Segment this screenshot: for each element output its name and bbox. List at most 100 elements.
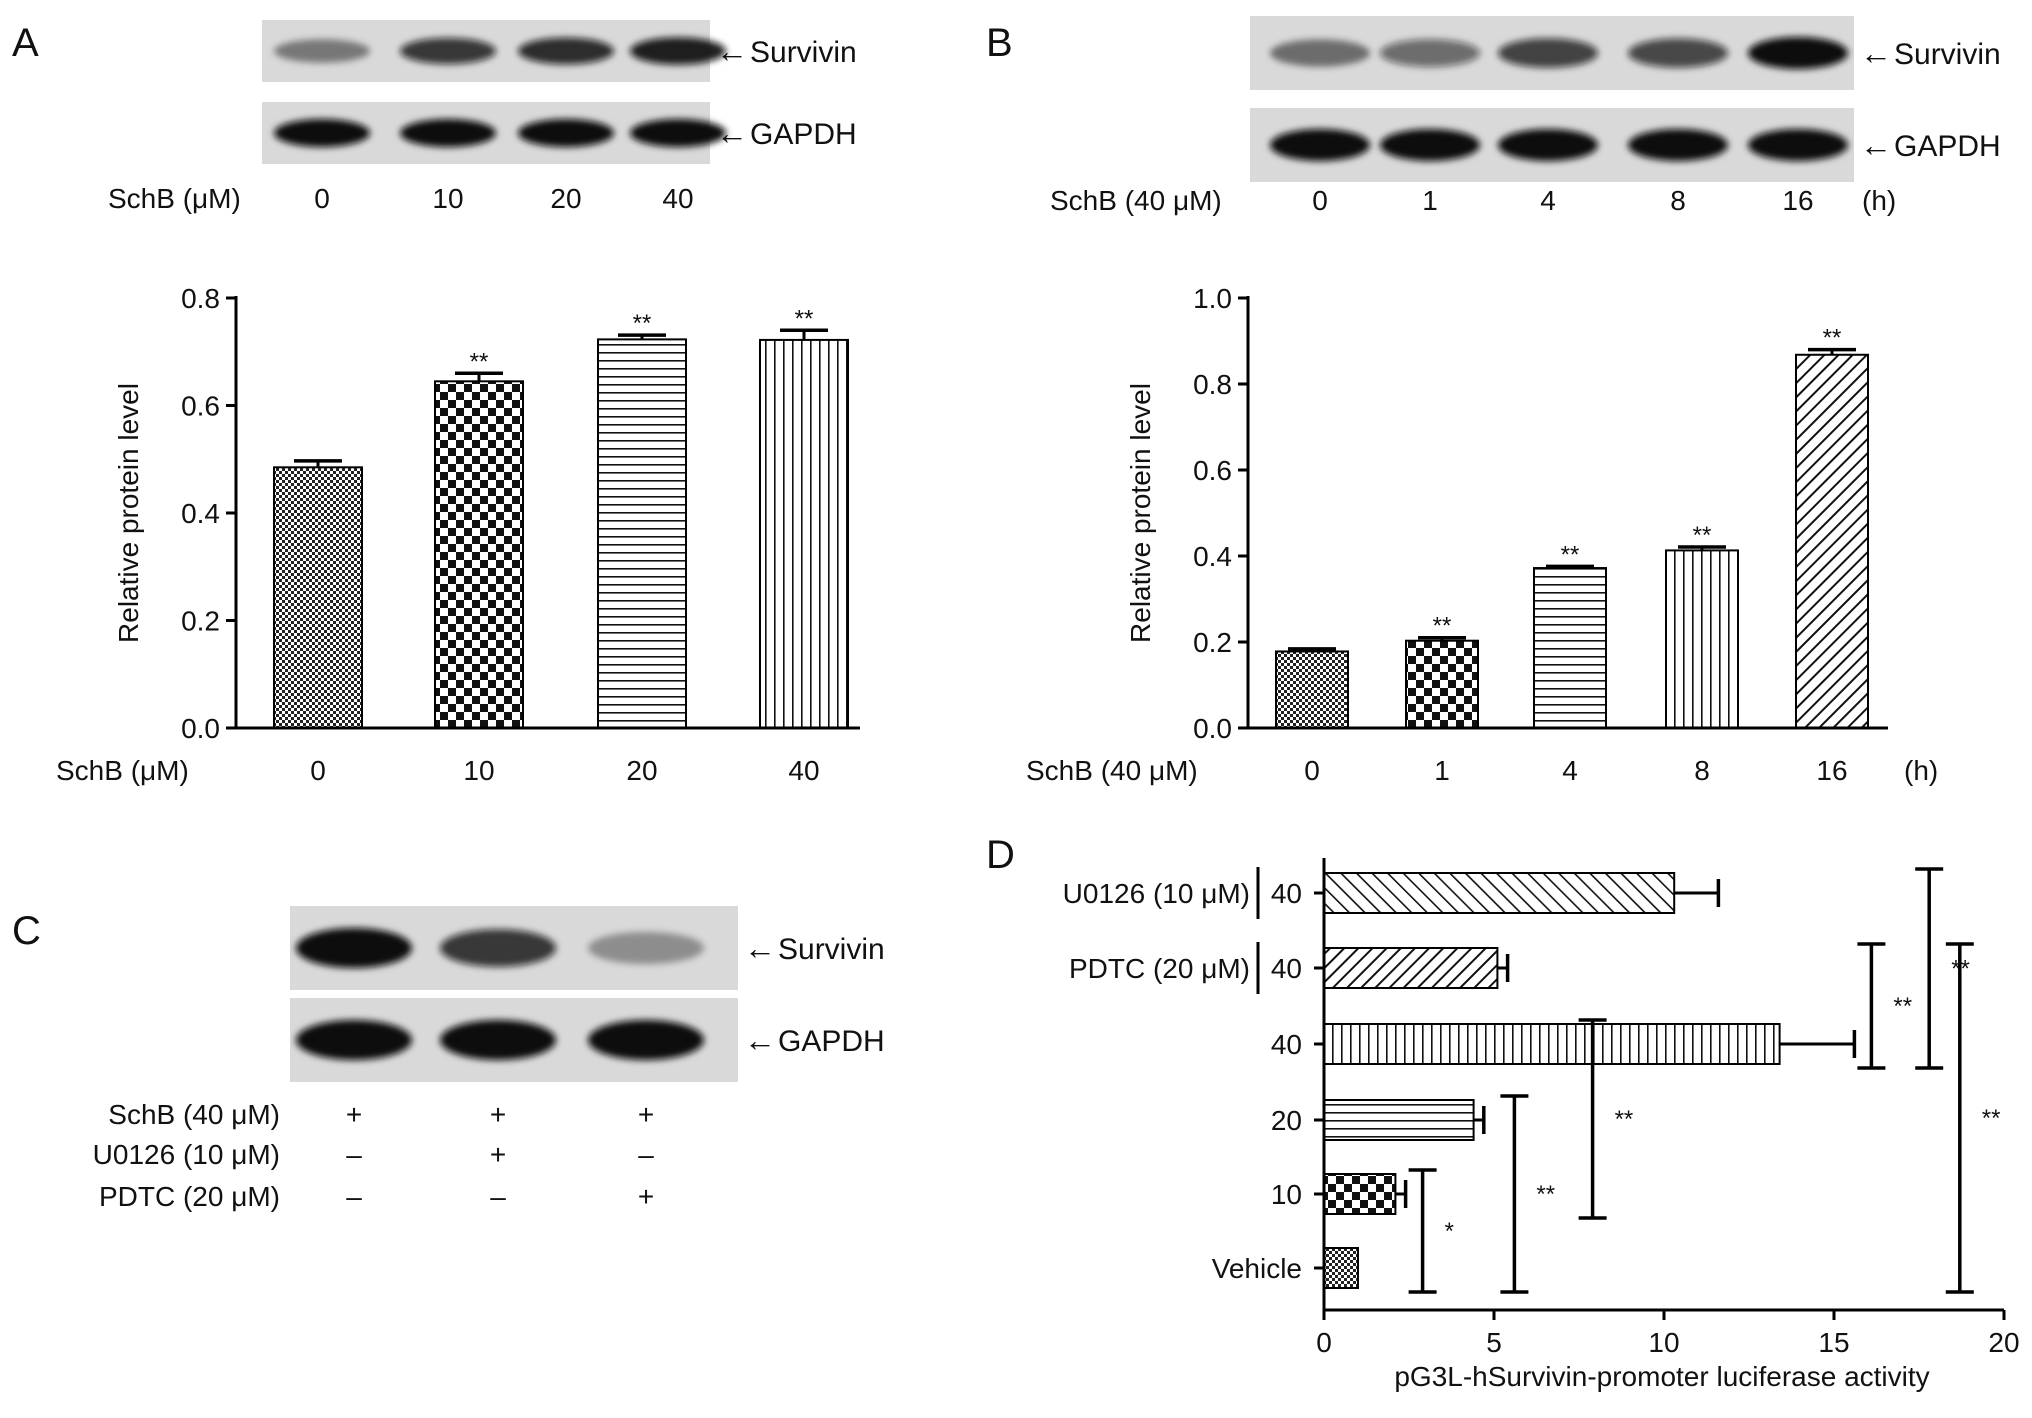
treatment-row-label: U0126 (10 μM) <box>93 1139 280 1170</box>
x-tick-label: 20 <box>1988 1327 2019 1358</box>
blot-band <box>400 37 496 65</box>
bar <box>434 380 524 729</box>
lane-label: 8 <box>1670 185 1686 216</box>
bar <box>759 338 849 729</box>
y-tick-label: 0.0 <box>181 713 220 744</box>
band-label: GAPDH <box>1894 130 2001 163</box>
blot-band <box>296 928 412 968</box>
blot-band <box>630 119 726 147</box>
blot-band <box>588 1020 704 1060</box>
blot-band <box>1628 38 1728 68</box>
x-tick-label: 0 <box>1304 755 1320 786</box>
x-tick-label: 16 <box>1816 755 1847 786</box>
treatment-sign: – <box>490 1181 506 1212</box>
bar <box>1275 650 1349 730</box>
blot-band <box>1498 129 1598 161</box>
treatment-sign: + <box>490 1139 506 1170</box>
bar <box>597 338 687 729</box>
x-tick-label: 8 <box>1694 755 1710 786</box>
bar <box>1323 1247 1359 1289</box>
x-tick-label: 20 <box>626 755 657 786</box>
y-tick-label: 40 <box>1271 878 1302 909</box>
x-tick-label: 5 <box>1486 1327 1502 1358</box>
blot-band <box>1380 129 1480 161</box>
y-tick-label: 10 <box>1271 1179 1302 1210</box>
bar <box>1323 1173 1397 1215</box>
treatment-sign: – <box>346 1181 362 1212</box>
y-tick-label: 1.0 <box>1193 283 1232 314</box>
treatment-sign: + <box>638 1099 654 1130</box>
lane-label: 0 <box>1312 185 1328 216</box>
y-tick-label: 0.8 <box>1193 369 1232 400</box>
blot-band <box>588 931 704 965</box>
chart-b: 0.0 0.2 0.4 0.6 0.8 1.0 0 ** 1 ** 4 ** 8 ** 16 SchB (40… <box>1026 283 1938 786</box>
blot-band <box>1270 39 1370 67</box>
panel-letter-c: C <box>12 909 41 953</box>
y-tick-label: Vehicle <box>1212 1253 1302 1284</box>
blot-band <box>630 37 726 65</box>
treatment-sign: – <box>638 1139 654 1170</box>
x-tick-label: 0 <box>310 755 326 786</box>
lane-label: 0 <box>314 183 330 214</box>
blot-band <box>296 1020 412 1060</box>
panel-letter-d: D <box>986 833 1015 877</box>
bar <box>1533 567 1607 729</box>
significance-label: ** <box>1893 993 1912 1020</box>
x-axis-label: pG3L-hSurvivin-promoter luciferase activ… <box>1394 1361 1929 1392</box>
blot-band <box>274 39 370 63</box>
x-tick-label: 15 <box>1818 1327 1849 1358</box>
panel-letter-b: B <box>986 21 1013 65</box>
x-tick-label: 1 <box>1434 755 1450 786</box>
blot-band <box>400 119 496 147</box>
significance-label: ** <box>1615 1106 1634 1133</box>
lane-label: 10 <box>432 183 463 214</box>
significance-label: ** <box>1561 541 1580 568</box>
y-tick-label: 0.2 <box>1193 627 1232 658</box>
treatment-sign: + <box>490 1099 506 1130</box>
lane-unit: (h) <box>1862 185 1896 216</box>
bar <box>1323 1099 1475 1141</box>
band-arrow: ← <box>1860 127 1892 163</box>
band-arrow: ← <box>744 1022 776 1058</box>
treatment-label: SchB (μM) <box>108 183 241 214</box>
lane-label: 1 <box>1422 185 1438 216</box>
x-tick-label: 4 <box>1562 755 1578 786</box>
treatment-row-label: PDTC (20 μM) <box>99 1181 280 1212</box>
treatment-label: SchB (40 μM) <box>1050 185 1222 216</box>
significance-label: ** <box>1433 613 1452 640</box>
y-tick-label: 0.4 <box>181 498 220 529</box>
band-arrow: ← <box>716 115 748 151</box>
treatment-sign: – <box>346 1139 362 1170</box>
blot-band <box>1498 38 1598 68</box>
x-tick-label: 10 <box>1648 1327 1679 1358</box>
significance-label: ** <box>1693 522 1712 549</box>
bar <box>1323 1023 1781 1065</box>
significance-label: * <box>1445 1218 1454 1245</box>
x-tick-label: 0 <box>1316 1327 1332 1358</box>
blot-band <box>1380 39 1480 67</box>
y-tick-label: 0.2 <box>181 606 220 637</box>
blot-band <box>1628 129 1728 161</box>
chart-a: 0.0 0.2 0.4 0.6 0.8 0 ** 10 ** 20 ** 40 SchB (μM) Rel… <box>56 283 860 786</box>
band-label: Survivin <box>778 933 885 966</box>
y-axis-label: Relative protein level <box>1125 383 1156 643</box>
band-label: Survivin <box>750 36 857 69</box>
significance-label: ** <box>1982 1105 2001 1132</box>
blot-band <box>440 929 556 967</box>
y-tick-label: 0.8 <box>181 283 220 314</box>
x-axis-label: SchB (40 μM) <box>1026 755 1198 786</box>
significance-label: ** <box>633 310 652 337</box>
y-axis-label: Relative protein level <box>113 383 144 643</box>
blot-band <box>518 37 614 65</box>
y-tick-label: 20 <box>1271 1105 1302 1136</box>
lane-label: 4 <box>1540 185 1556 216</box>
band-arrow: ← <box>1860 35 1892 71</box>
blot-band <box>1748 37 1848 69</box>
bar <box>1795 353 1869 729</box>
treatment-sign: + <box>346 1099 362 1130</box>
